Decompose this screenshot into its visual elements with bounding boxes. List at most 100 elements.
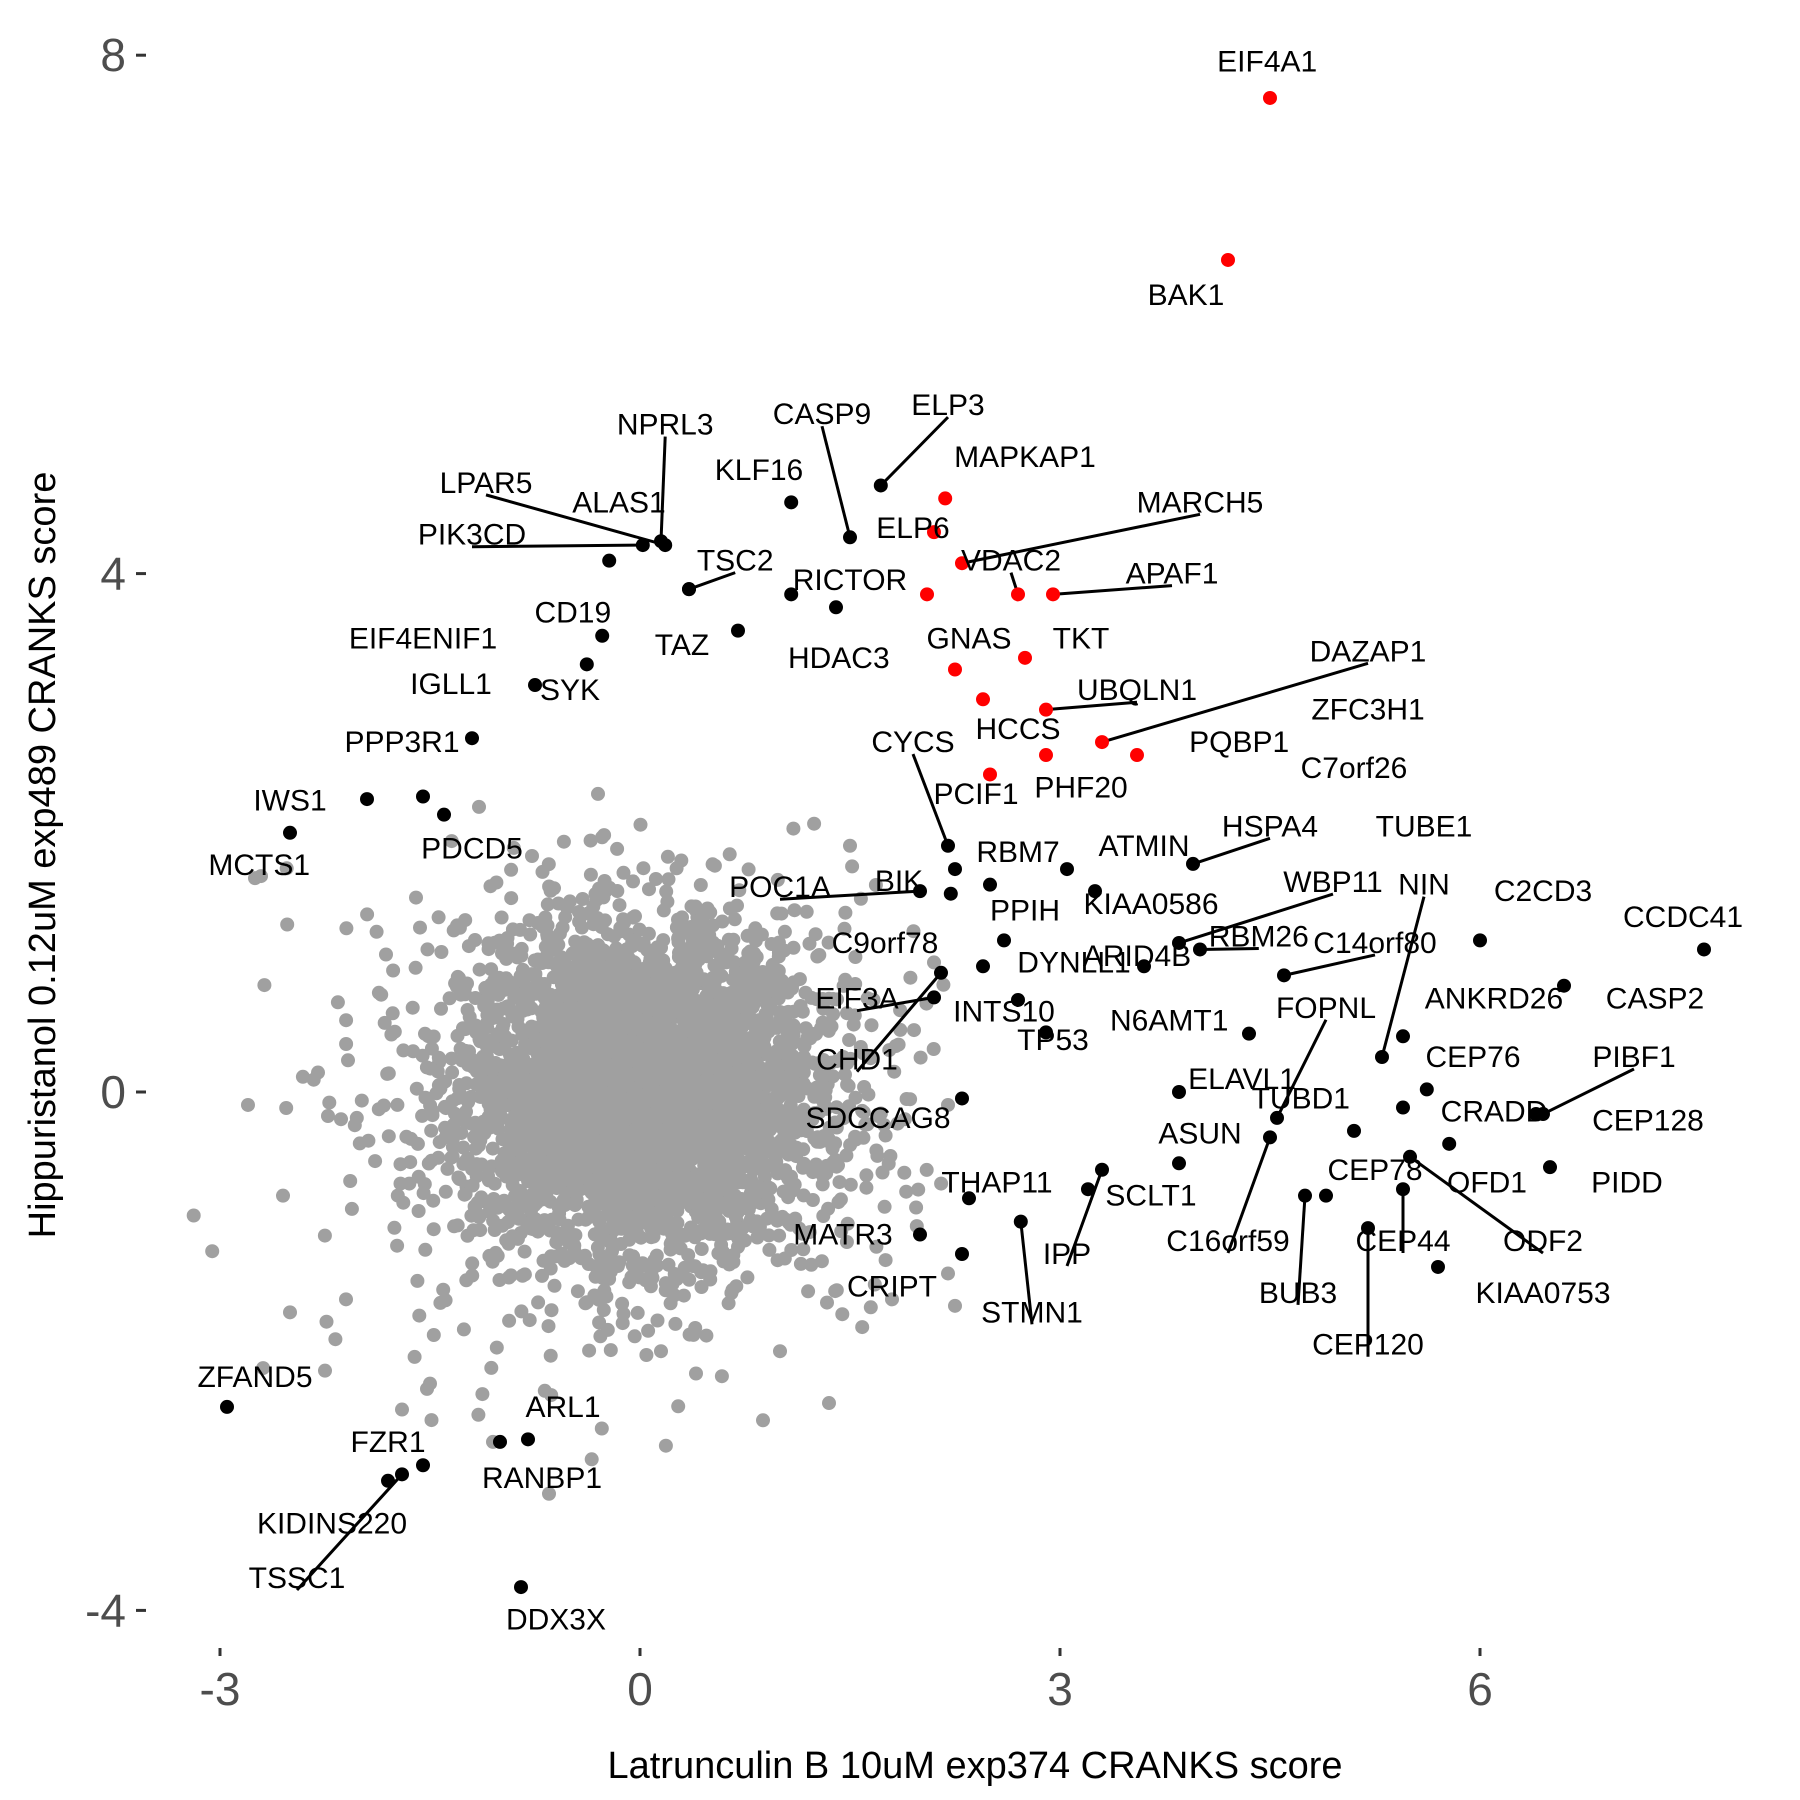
background-point [466,1060,481,1075]
background-point [487,1223,502,1237]
background-point [840,1216,855,1231]
background-point [549,992,564,1007]
point-label: OFD1 [1447,1167,1527,1200]
background-point [855,1320,870,1335]
background-point [669,1121,684,1136]
background-point [788,1211,803,1226]
background-point [489,1340,504,1355]
background-point [607,1210,622,1225]
background-point [797,1049,811,1064]
background-point [502,1313,517,1328]
background-point [740,928,755,943]
background-point [712,1035,727,1050]
background-point [671,950,686,964]
background-point [903,970,918,985]
leader-line [1380,896,1426,1058]
background-point [283,1305,297,1320]
background-point [770,1253,785,1268]
point-label: CEP78 [1327,1154,1422,1187]
background-point [739,1155,754,1170]
point-label: EIF3A [815,983,898,1016]
background-point [782,1101,797,1116]
background-point [369,924,384,939]
background-point [618,1015,633,1029]
background-point [673,1049,688,1064]
data-point [635,538,650,553]
background-point [840,1056,855,1071]
background-point [525,1073,539,1088]
background-point [812,948,827,962]
background-point [279,1101,294,1115]
background-point [528,986,543,1001]
background-point [452,1172,467,1187]
background-point [543,1261,558,1276]
background-point [678,1037,693,1052]
background-point [525,849,539,863]
background-point [714,1369,729,1384]
highlighted-points [220,90,1711,1595]
background-point [801,1284,816,1299]
background-point [714,1237,729,1252]
background-point [863,1300,878,1315]
point-label: CYCS [871,726,954,759]
background-point [685,1123,700,1138]
background-point [620,1155,635,1170]
background-point [549,1004,564,1019]
background-point [762,1134,777,1149]
background-point [604,1032,619,1047]
background-point [659,884,674,899]
background-point [677,1144,692,1159]
background-point [725,1039,739,1054]
point-label: BIK [875,865,923,898]
background-point [543,1223,558,1238]
background-point [696,917,711,932]
background-point [670,1108,685,1123]
data-point [654,534,668,549]
background-point [721,932,736,947]
background-point [670,983,685,998]
background-point [680,920,694,935]
data-point [1088,884,1102,899]
background-point [407,1349,422,1364]
background-point [846,1017,861,1032]
point-label: CASP2 [1606,983,1704,1016]
background-point [470,1195,485,1210]
data-point [976,692,990,707]
background-point [426,1222,441,1237]
background-point [815,1177,830,1192]
point-label: KIAA0753 [1475,1277,1610,1310]
data-point [920,587,934,602]
data-point [927,990,941,1005]
leader-line [1192,836,1271,866]
point-label: SYK [540,674,600,707]
background-point [636,861,651,876]
data-point [983,877,997,892]
background-point [796,1242,811,1257]
background-point [780,1024,795,1039]
data-point [493,1434,507,1449]
background-point [409,1081,424,1096]
background-point [816,1209,831,1223]
background-point [737,970,752,985]
point-label: C2CD3 [1494,875,1592,908]
background-point [853,1040,868,1054]
background-point [848,950,863,964]
background-point [368,1154,383,1169]
data-point [843,530,857,545]
data-point [579,657,594,672]
point-label: TKT [1053,622,1110,655]
background-point [786,821,801,836]
y-tick-label: 0 [100,1066,126,1118]
background-point [829,1283,844,1298]
background-point [636,962,651,976]
leader-line [1275,1019,1328,1119]
background-point [773,1344,787,1359]
background-point [748,1036,763,1051]
background-point [577,1148,592,1163]
background-point [656,968,671,982]
leader-line [659,436,667,542]
background-point [525,1123,540,1137]
background-point [645,1042,660,1057]
background-point [561,1096,576,1111]
background-point [434,945,449,959]
